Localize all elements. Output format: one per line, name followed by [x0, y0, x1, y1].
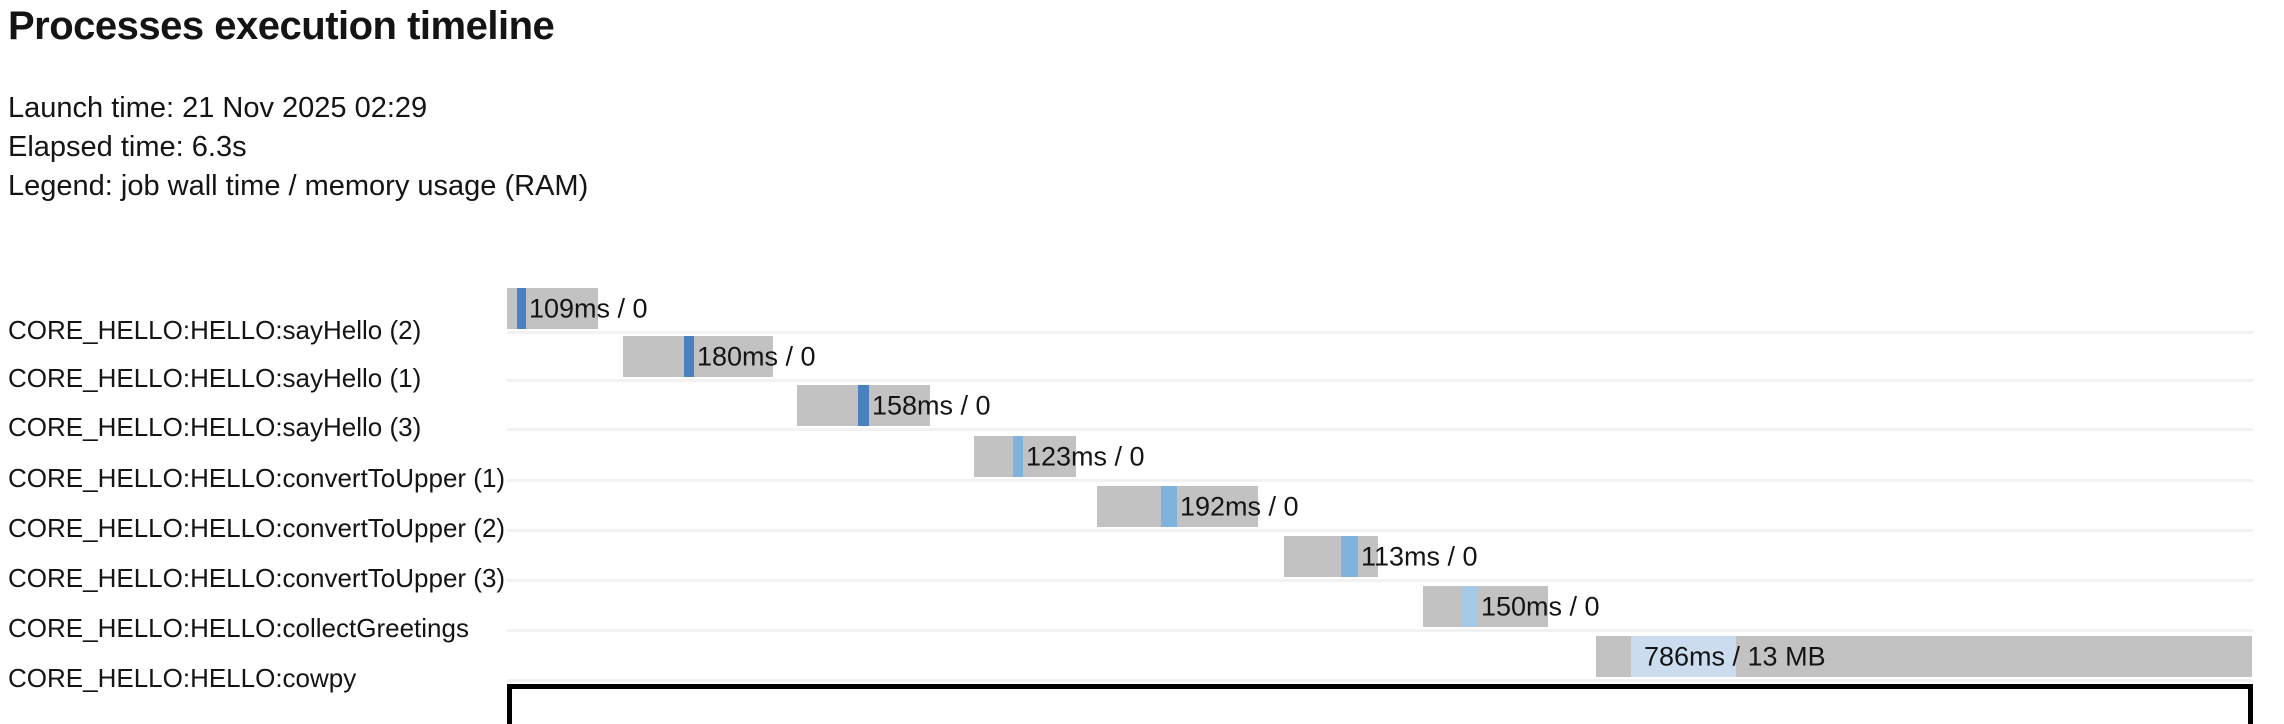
task-stats-label: 113ms / 0 [1361, 541, 1478, 571]
task-run-segment [1341, 536, 1358, 577]
timeline-row: CORE_HELLO:HELLO:cowpy 786ms / 13 MB [0, 636, 2284, 693]
launch-time-line: Launch time: 21 Nov 2025 02:29 [8, 92, 428, 124]
elapsed-time-line: Elapsed time: 6.3s [8, 131, 247, 163]
timeline-row: CORE_HELLO:HELLO:sayHello (2) 109ms / 0 [0, 288, 2284, 345]
task-run-segment [1462, 586, 1478, 627]
time-axis-frame [507, 684, 2253, 724]
task-stats-label: 109ms / 0 [529, 293, 648, 323]
task-bar: 113ms / 0 [1284, 536, 1478, 577]
task-stats-label: 123ms / 0 [1026, 441, 1145, 471]
process-label: CORE_HELLO:HELLO:convertToUpper (3) [8, 563, 506, 593]
task-stats-label: 786ms / 13 MB [1644, 641, 1826, 671]
process-label: CORE_HELLO:HELLO:convertToUpper (2) [8, 513, 506, 543]
timeline-row: CORE_HELLO:HELLO:collectGreetings 150ms … [0, 586, 2284, 643]
task-run-segment [1631, 636, 1736, 677]
process-label: CORE_HELLO:HELLO:convertToUpper (1) [8, 463, 506, 493]
task-bar: 158ms / 0 [797, 385, 991, 426]
row-separator [507, 629, 2253, 632]
process-label: CORE_HELLO:HELLO:cowpy [8, 663, 357, 693]
row-separator [507, 479, 2253, 482]
task-bar: 123ms / 0 [974, 436, 1145, 477]
task-run-segment [1161, 486, 1177, 527]
timeline-row: CORE_HELLO:HELLO:convertToUpper (2) 192m… [0, 486, 2284, 543]
timeline-row: CORE_HELLO:HELLO:sayHello (3) 158ms / 0 [0, 385, 2284, 442]
task-run-segment [684, 336, 694, 377]
task-stats-label: 180ms / 0 [697, 341, 816, 371]
page-title: Processes execution timeline [8, 4, 555, 48]
row-separator [507, 579, 2253, 582]
task-bar: 109ms / 0 [507, 288, 648, 329]
task-run-segment [858, 385, 869, 426]
task-stats-label: 192ms / 0 [1180, 491, 1299, 521]
process-label: CORE_HELLO:HELLO:sayHello (2) [8, 315, 422, 345]
task-run-segment [1013, 436, 1023, 477]
process-label: CORE_HELLO:HELLO:collectGreetings [8, 613, 469, 643]
process-label: CORE_HELLO:HELLO:sayHello (1) [8, 363, 422, 393]
row-separator [507, 379, 2253, 382]
row-separator [507, 428, 2253, 431]
task-bar: 180ms / 0 [623, 336, 816, 377]
legend-line: Legend: job wall time / memory usage (RA… [8, 170, 589, 202]
timeline-row: CORE_HELLO:HELLO:convertToUpper (1) 123m… [0, 436, 2284, 493]
timeline-row: CORE_HELLO:HELLO:convertToUpper (3) 113m… [0, 536, 2284, 593]
timeline-row: CORE_HELLO:HELLO:sayHello (1) 180ms / 0 [0, 336, 2284, 393]
process-label: CORE_HELLO:HELLO:sayHello (3) [8, 412, 422, 442]
task-stats-label: 150ms / 0 [1481, 591, 1600, 621]
row-separator [507, 331, 2253, 334]
report-meta: Launch time: 21 Nov 2025 02:29 Elapsed t… [8, 89, 588, 206]
task-bar: 786ms / 13 MB [1596, 636, 2252, 677]
task-bar: 192ms / 0 [1097, 486, 1299, 527]
row-separator [507, 679, 2253, 682]
task-stats-label: 158ms / 0 [872, 390, 991, 420]
task-bar: 150ms / 0 [1423, 586, 1600, 627]
row-separator [507, 529, 2253, 532]
task-run-segment [517, 288, 526, 329]
